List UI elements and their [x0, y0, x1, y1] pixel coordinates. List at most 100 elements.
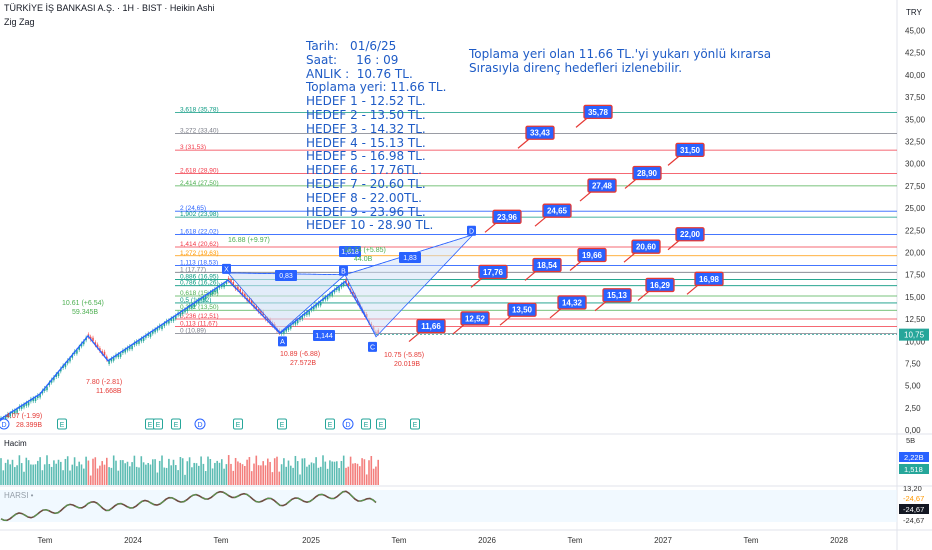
candle-body [138, 340, 140, 344]
volume-bar [361, 458, 363, 485]
event-marker [57, 418, 67, 430]
volume-bar [170, 465, 172, 485]
volume-bar [234, 457, 237, 485]
volume-bar [60, 461, 62, 485]
candle-body [55, 374, 57, 378]
candle-body [78, 346, 80, 350]
candle-body [299, 317, 301, 321]
event-marker-label: E [156, 422, 161, 429]
candle-body [4, 416, 7, 420]
volume-bar [230, 463, 232, 485]
candle-body [14, 410, 16, 414]
event-marker-label: E [174, 422, 179, 429]
fib-label: 1,618 (22,02) [180, 229, 219, 236]
candle-body [7, 413, 9, 417]
volume-bar [317, 467, 320, 485]
event-marker [0, 418, 10, 430]
volume-bar [147, 463, 149, 485]
volume-bar [71, 464, 74, 485]
volume-label: Hacim [4, 439, 27, 448]
y-tick-label: 32,50 [905, 138, 926, 147]
y-tick-label: 15,00 [905, 293, 926, 302]
volume-bar [20, 463, 23, 485]
volume-bar [138, 467, 140, 485]
volume-bar [271, 472, 274, 485]
volume-bar [267, 458, 269, 485]
volume-bar [322, 455, 324, 485]
target-arrow [623, 251, 637, 263]
candle-body [338, 287, 340, 291]
annotation-line: HEDEF 3 - 14.32 TL. [306, 121, 426, 136]
x-tick-label: 2028 [830, 536, 848, 545]
volume-bar [119, 460, 122, 485]
candle-body [145, 334, 147, 338]
candle-body [313, 306, 315, 310]
target-box [507, 302, 537, 317]
volume-bar [73, 457, 76, 485]
candle-body [11, 410, 14, 414]
y-tick-label: 7,50 [905, 360, 921, 369]
candle-body [326, 295, 329, 300]
volume-bar [370, 455, 373, 485]
candle-body [140, 338, 143, 342]
volume-bar [232, 470, 235, 485]
volume-bar [331, 461, 333, 485]
volume-bar [124, 463, 126, 485]
volume-bar [43, 464, 46, 485]
candle-body [122, 350, 124, 354]
annotation-line: HEDEF 4 - 15.13 TL. [306, 135, 426, 150]
pattern-point-label: C [370, 345, 375, 352]
y-tick-label: 25,00 [905, 204, 926, 213]
pattern-ratio-label: 1,83 [403, 255, 417, 262]
zigzag-label: 4.07 (-1.99) [6, 413, 42, 420]
volume-bar [193, 462, 195, 485]
harsi-axis-label: 13,20 [903, 484, 922, 493]
candle-body [186, 307, 189, 311]
volume-bar [299, 474, 301, 485]
fib-label: 0,5 (14,32) [180, 297, 211, 304]
candle-body [9, 413, 11, 417]
volume-bar [319, 466, 322, 485]
candle-body [168, 320, 170, 324]
candle-body [202, 297, 205, 301]
candle-body [110, 358, 113, 362]
volume-bar [239, 462, 241, 485]
event-marker-label: E [236, 422, 241, 429]
candle-body [342, 282, 345, 286]
volume-bar [103, 464, 106, 485]
fib-label: 2,618 (28,90) [180, 167, 219, 174]
target-box [602, 288, 632, 303]
volume-bar [112, 455, 115, 485]
fib-label: 0,236 (12,51) [180, 313, 219, 320]
candle-body [80, 343, 83, 347]
volume-bar [290, 465, 292, 485]
x-tick-label: Tem [391, 536, 406, 545]
target-label: 11,66 [421, 322, 441, 331]
harsi-axis-label: -24,67 [903, 516, 924, 525]
volume-bar [329, 460, 331, 485]
pattern-ratio-label: 1,144 [315, 333, 333, 340]
volume-bar [280, 464, 283, 485]
target-label: 31,50 [680, 146, 701, 155]
candle-body [96, 344, 99, 348]
event-marker-label: E [328, 422, 333, 429]
volume-bar [368, 460, 370, 485]
volume-last-label: 1,518 [904, 465, 923, 474]
zigzag-label: 7.80 (-2.81) [86, 379, 122, 386]
zigzag-label: 10.89 (-6.88) [280, 351, 320, 358]
volume-bar [53, 460, 55, 485]
volume-bar [340, 460, 343, 485]
target-box [542, 203, 572, 218]
target-box [587, 178, 617, 193]
target-box [460, 311, 490, 326]
candle-body [71, 354, 74, 358]
volume-bar [129, 466, 131, 485]
candle-body [25, 402, 28, 406]
volume-bar [161, 455, 163, 485]
volume-bar [250, 471, 253, 485]
candle-body [20, 405, 23, 409]
volume-bar [85, 456, 87, 485]
volume-bar [276, 456, 278, 485]
